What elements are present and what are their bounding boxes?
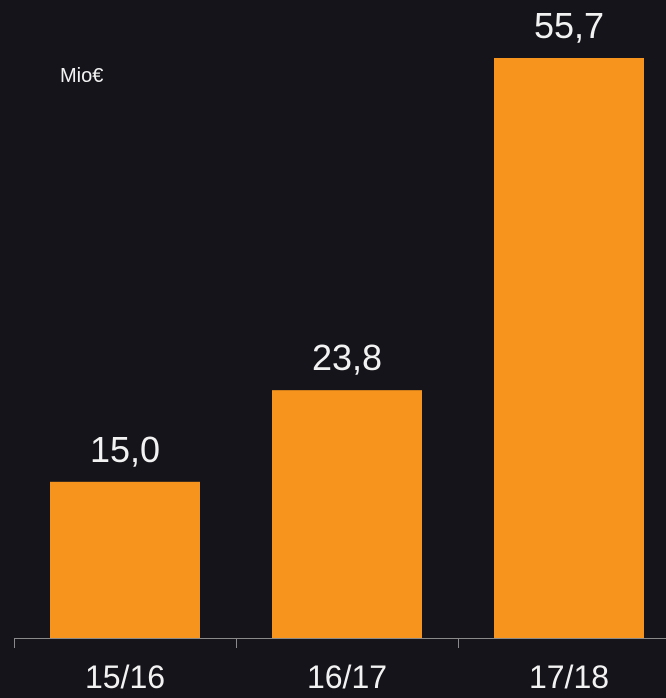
x-tick-label: 15/16 [85, 659, 165, 695]
bar-16-17 [272, 390, 422, 638]
value-label: 55,7 [534, 5, 604, 46]
x-tick-label: 16/17 [307, 659, 387, 695]
x-tick-label: 17/18 [529, 659, 609, 695]
unit-label: Mio€ [60, 65, 104, 87]
value-label: 23,8 [312, 337, 382, 378]
bar-17-18 [494, 58, 644, 638]
value-label: 15,0 [90, 429, 160, 470]
bar-15-16 [50, 481, 200, 638]
